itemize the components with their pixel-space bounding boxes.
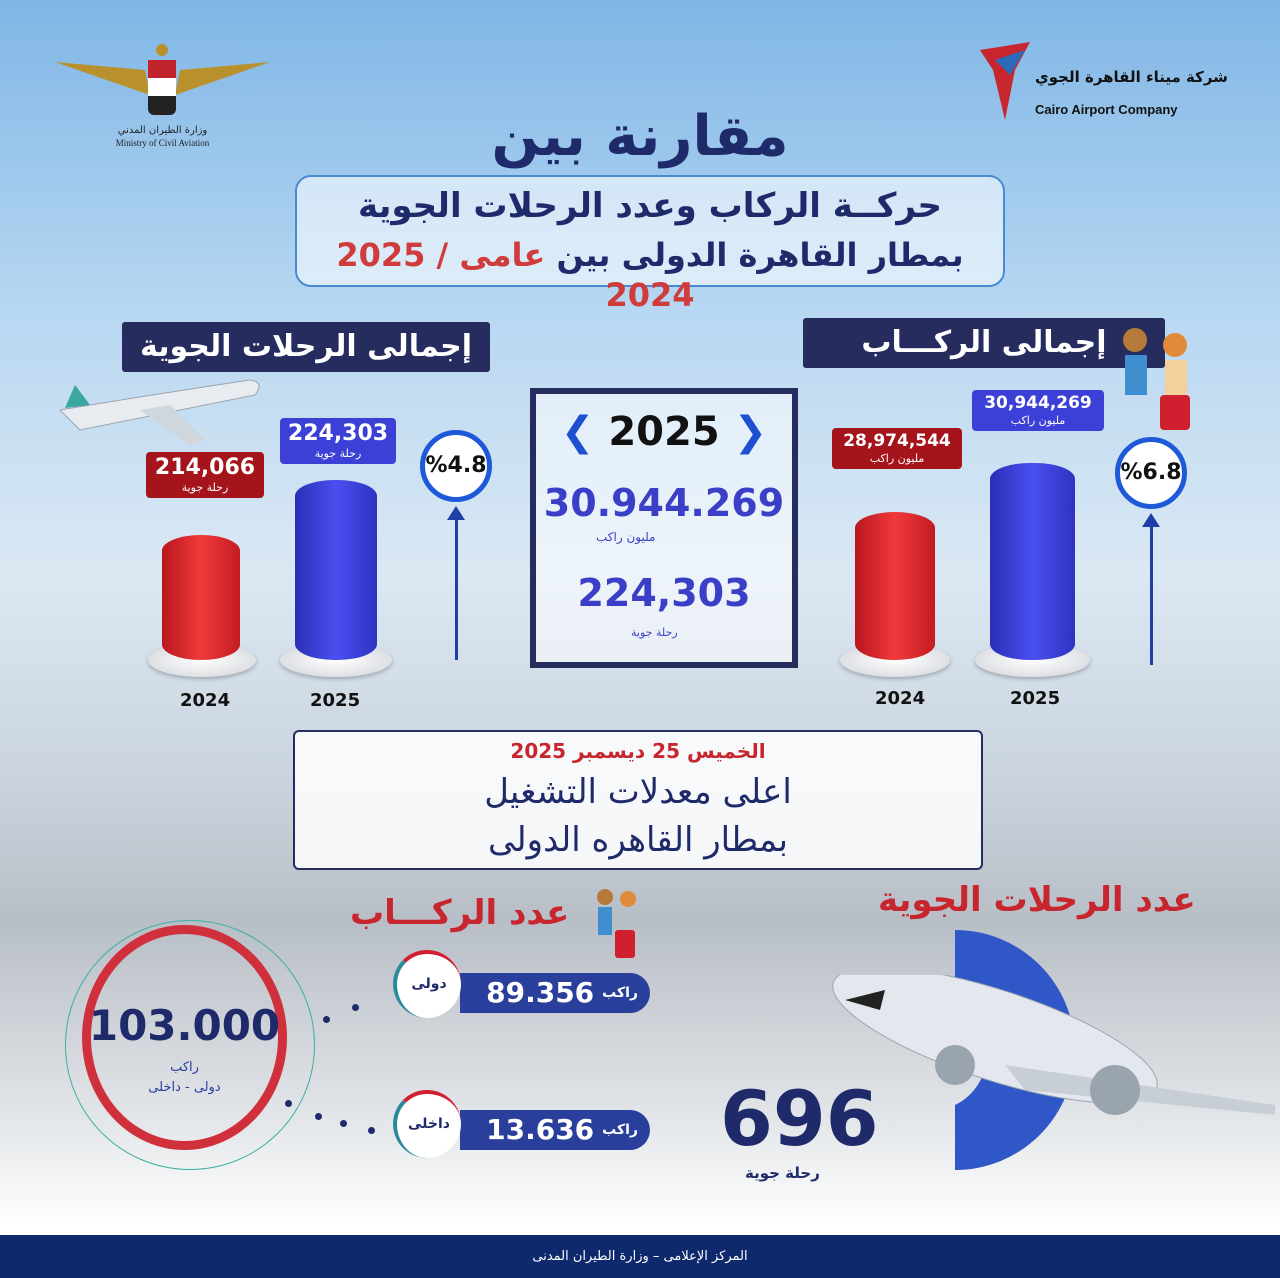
highlight-line2: بمطار القاهره الدولى xyxy=(487,820,789,860)
flights-2024-label: 214,066 رحلة جوية xyxy=(146,452,264,498)
highlight-line1: اعلى معدلات التشغيل xyxy=(484,772,792,812)
highlight-date: الخميس 25 ديسمبر 2025 xyxy=(510,739,766,763)
airplane-icon xyxy=(832,975,1275,1115)
arrow-up-icon xyxy=(447,506,465,660)
international-pill: 89.356 راكب xyxy=(460,973,650,1013)
flights-bar-2025 xyxy=(295,480,377,660)
summary-passengers: 30.944.269 xyxy=(543,481,785,525)
flights-2024-value: 214,066 xyxy=(154,455,256,480)
passengers-2025-value: 30,944,269 xyxy=(984,393,1092,413)
subtitle-line2: بمطار القاهرة الدولى بين عامى 2025 / 202… xyxy=(297,235,1003,315)
connector-dot xyxy=(368,1127,375,1134)
domestic-label: داخلى xyxy=(393,1090,461,1158)
footer: المركز الإعلامى – وزارة الطيران المدنى xyxy=(0,1235,1280,1278)
summary-flights: 224,303 xyxy=(577,571,751,615)
summary-flights-unit: رحلة جوية xyxy=(631,626,678,639)
falcon-logo-icon xyxy=(980,42,1030,120)
domestic-value: 13.636 xyxy=(486,1113,595,1146)
ministry-logo: وزارة الطيران المدني Ministry of Civil A… xyxy=(50,40,275,150)
connector-dot xyxy=(315,1113,322,1120)
international-unit: راكب xyxy=(602,985,638,1001)
arrow-up-icon xyxy=(1142,513,1160,665)
company-logo: شركة ميناء القاهرة الجوي Cairo Airport C… xyxy=(975,40,1228,130)
connector-dot xyxy=(340,1120,347,1127)
connector-dot xyxy=(352,1004,359,1011)
summary-year: ❮ 2025 ❯ xyxy=(536,408,792,456)
domestic-pill: 13.636 راكب xyxy=(460,1110,650,1150)
eagle-emblem-icon xyxy=(55,44,270,115)
passengers-2024-label: 28,974,544 مليون راكب xyxy=(832,428,962,469)
summary-box: ❮ 2025 ❯ 30.944.269 مليون راكب 224,303 ر… xyxy=(530,388,798,668)
page-title: مقارنة بين xyxy=(491,104,789,169)
flights-heading: إجمالى الرحلات الجوية xyxy=(122,322,490,372)
passengers-heading: إجمالى الركـــاب xyxy=(803,318,1165,368)
flights-bar-2024 xyxy=(162,535,240,660)
passengers-bar-2024 xyxy=(855,512,935,660)
ministry-name-en: Ministry of Civil Aviation xyxy=(115,138,210,148)
travelers-icon xyxy=(597,889,636,958)
flights-2025-label: 224,303 رحلة جوية xyxy=(280,418,396,464)
total-label: دولى - داخلى xyxy=(148,1080,221,1095)
ministry-name-ar: وزارة الطيران المدني xyxy=(117,125,208,136)
passengers-year-2024: 2024 xyxy=(875,688,926,709)
subtitle-line1: حركــة الركاب وعدد الرحلات الجوية xyxy=(357,186,943,226)
total-passengers: 103.000 xyxy=(88,1001,281,1050)
passengers-2024-value: 28,974,544 xyxy=(843,431,951,451)
passengers-2025-label: 30,944,269 مليون راكب xyxy=(972,390,1104,431)
flights-2025-unit: رحلة جوية xyxy=(314,447,362,460)
subtitle-years-label: عامى xyxy=(459,236,546,274)
highlight-box: الخميس 25 ديسمبر 2025 اعلى معدلات التشغي… xyxy=(293,730,983,870)
company-name-ar: شركة ميناء القاهرة الجوي xyxy=(1035,68,1228,86)
subtitle-box: حركــة الركاب وعدد الرحلات الجوية بمطار … xyxy=(295,175,1005,314)
flights-growth-badge: %4.8 xyxy=(420,430,492,502)
total-ring xyxy=(82,925,287,1150)
connector-dot xyxy=(285,1100,292,1107)
flights-2025-value: 224,303 xyxy=(287,421,389,446)
passengers-growth-badge: %6.8 xyxy=(1115,437,1187,509)
domestic-unit: راكب xyxy=(602,1122,638,1138)
flights-year-2025: 2025 xyxy=(310,690,361,711)
connector-dot xyxy=(323,1016,330,1023)
passengers-2025-unit: مليون راكب xyxy=(1010,414,1066,427)
passengers-2024-unit: مليون راكب xyxy=(869,452,925,465)
day-flights-unit: رحلة جوية xyxy=(745,1164,820,1182)
company-name-en: Cairo Airport Company xyxy=(1035,102,1178,117)
subtitle-text: بمطار القاهرة الدولى بين xyxy=(556,236,964,274)
airplane-icon xyxy=(58,379,260,445)
travelers-icon xyxy=(1123,328,1190,430)
international-value: 89.356 xyxy=(486,976,595,1009)
day-flights-value: 696 xyxy=(720,1074,879,1163)
chevron-left-icon: ❮ xyxy=(560,409,595,455)
day-passengers-heading: عدد الركـــاب xyxy=(350,893,570,933)
day-flights-heading: عدد الرحلات الجوية xyxy=(878,880,1196,920)
total-ring-outer xyxy=(65,920,315,1170)
summary-passengers-unit: مليون راكب xyxy=(596,530,656,544)
total-unit: راكب xyxy=(170,1060,199,1075)
flights-year-2024: 2024 xyxy=(180,690,231,711)
chevron-right-icon: ❯ xyxy=(733,409,768,455)
passengers-year-2025: 2025 xyxy=(1010,688,1061,709)
summary-year-value: 2025 xyxy=(608,409,720,455)
passengers-bar-2025 xyxy=(990,463,1075,660)
flights-2024-unit: رحلة جوية xyxy=(181,481,229,494)
international-label: دولى xyxy=(393,950,461,1018)
subtitle-years: 2025 / 2024 xyxy=(336,236,695,314)
